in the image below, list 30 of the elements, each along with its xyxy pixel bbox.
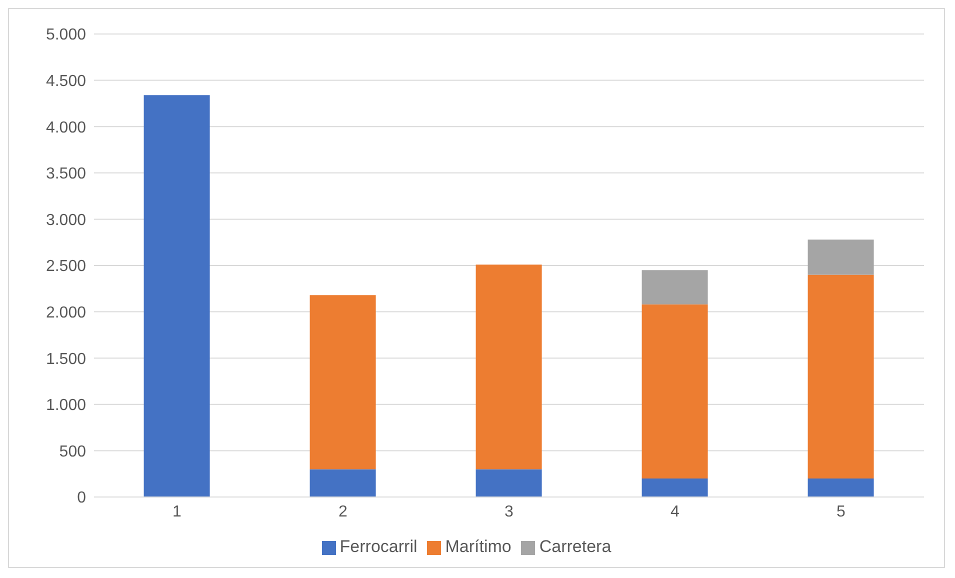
bar: [310, 469, 376, 497]
bar: [476, 469, 542, 497]
x-tick-label: 3: [504, 503, 514, 520]
legend-label: Carretera: [539, 537, 612, 556]
bar: [476, 264, 542, 470]
y-tick-label: 5.000: [46, 26, 86, 44]
x-tick-label: 4: [670, 503, 680, 520]
bar: [808, 274, 874, 478]
y-tick-label: 0: [77, 490, 86, 507]
y-tick-label: 1.000: [46, 397, 86, 414]
y-tick-label: 4.500: [46, 72, 86, 90]
legend-label: Marítimo: [445, 537, 512, 556]
bar: [642, 270, 708, 304]
bar: [310, 295, 376, 470]
y-tick-label: 2.000: [46, 304, 86, 322]
y-tick-label: 2.500: [46, 258, 86, 276]
x-tick-label: 1: [172, 503, 182, 520]
x-tick-label: 2: [338, 503, 348, 520]
bar: [642, 478, 708, 497]
y-tick-label: 3.500: [46, 166, 86, 183]
y-tick-label: 4.000: [46, 119, 86, 136]
x-tick-label: 5: [836, 503, 846, 520]
bar: [642, 304, 708, 478]
legend-label: Ferrocarril: [340, 537, 418, 556]
y-tick-label: 500: [59, 443, 86, 460]
bar: [808, 240, 874, 275]
bar: [808, 478, 874, 497]
y-tick-label: 3.000: [46, 212, 86, 229]
y-tick-label: 1.500: [46, 350, 86, 368]
bar: [144, 95, 210, 497]
